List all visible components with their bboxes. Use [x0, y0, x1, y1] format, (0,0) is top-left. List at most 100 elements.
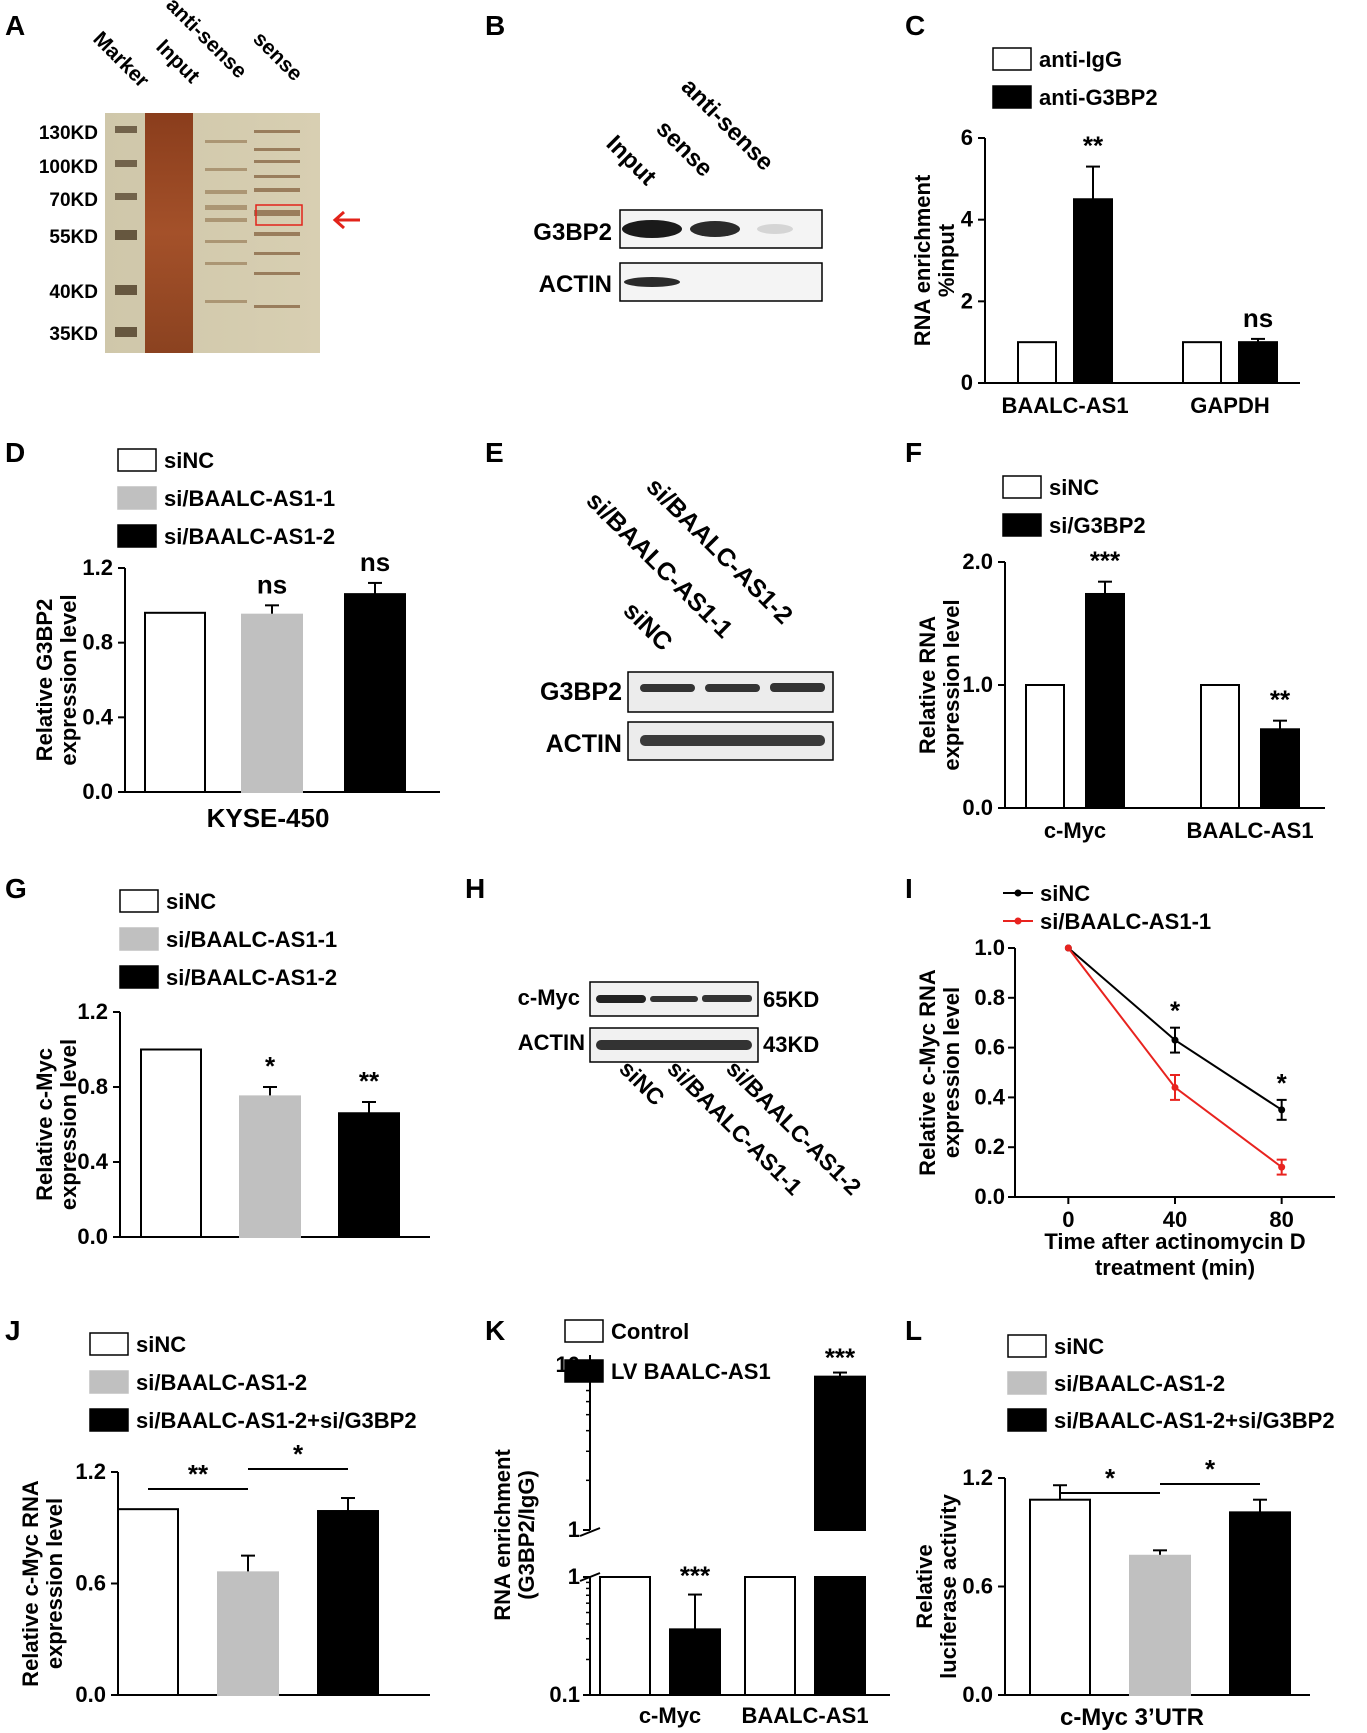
panel-a-gel: 130KD 100KD 70KD 55KD 40KD 35KD Marker I…	[39, 0, 360, 353]
size-label: 43KD	[763, 1032, 819, 1057]
x-category-label: c-Myc	[1044, 818, 1106, 843]
marker-label: 130KD	[39, 123, 98, 144]
bar	[217, 1571, 279, 1696]
significance-label: ns	[1243, 303, 1273, 333]
y-tick-label: 0.0	[962, 1682, 993, 1707]
blot-band	[650, 996, 698, 1002]
y-tick-label: 2	[961, 288, 973, 313]
y-axis-label: RNA enrichment(G3BP2/IgG)	[490, 1449, 539, 1621]
legend-swatch	[1002, 475, 1042, 499]
y-axis-label: Relative RNAexpression level	[915, 599, 964, 770]
legend-label: si/BAALC-AS1-2	[1054, 1371, 1225, 1396]
legend-label: si/BAALC-AS1-1	[166, 927, 337, 952]
y-tick-label: 0.0	[974, 1184, 1005, 1209]
x-tick-label: 0	[1062, 1207, 1074, 1232]
lane-labels: Marker Input anti-sense sense	[88, 0, 306, 92]
y-tick-label: 0.8	[82, 630, 113, 655]
x-tick-label: 40	[1163, 1207, 1187, 1232]
blot-band	[624, 277, 680, 287]
bar	[1129, 1554, 1191, 1696]
significance-label: *	[1277, 1068, 1288, 1098]
bar	[814, 1576, 866, 1696]
panel-letter-g: G	[5, 873, 27, 904]
legend-swatch	[89, 1332, 129, 1356]
legend-label: siNC	[136, 1332, 186, 1357]
y-tick-label: 1.2	[962, 1465, 993, 1490]
y-axis-label-line: luciferase activity	[936, 1493, 961, 1678]
blot-band	[770, 683, 825, 692]
bar	[1029, 1498, 1091, 1696]
x-category-label: c-Myc	[639, 1703, 701, 1728]
x-category-label: BAALC-AS1	[1186, 818, 1313, 843]
lane-labels: siNC si/BAALC-AS1-1 si/BAALC-AS1-2	[614, 1055, 866, 1200]
legend-label: siNC	[164, 448, 214, 473]
y-tick-label: 0.8	[77, 1074, 108, 1099]
blot-band	[596, 995, 646, 1003]
blot-band	[596, 1040, 752, 1050]
y-tick-label: 0.2	[974, 1134, 1005, 1159]
legend-marker	[1014, 889, 1022, 897]
bar	[1073, 198, 1113, 384]
y-tick-label: 0.6	[75, 1571, 106, 1596]
sense-lane	[254, 130, 300, 308]
blot-band	[622, 220, 682, 238]
significance-label: ***	[1090, 546, 1121, 576]
legend-swatch	[564, 1359, 604, 1383]
blot-band	[640, 735, 825, 746]
y-tick-label: 6	[961, 125, 973, 150]
y-tick-label: 0.6	[974, 1035, 1005, 1060]
y-tick-label: 1.0	[974, 935, 1005, 960]
legend-label: si/BAALC-AS1-2	[166, 965, 337, 990]
legend-swatch	[1007, 1371, 1047, 1395]
panel-e-blot: siNC si/BAALC-AS1-1 si/BAALC-AS1-2 G3BP2…	[540, 472, 834, 761]
legend-label: anti-IgG	[1039, 47, 1122, 72]
input-lane	[145, 113, 193, 353]
lane-label: sense	[248, 27, 306, 85]
legend-label: si/BAALC-AS1-1	[164, 486, 335, 511]
blot-band	[757, 224, 793, 234]
y-axis-label-line: expression level	[939, 987, 964, 1158]
y-axis-label: Relative G3BP2expression level	[32, 594, 81, 765]
bar	[241, 613, 303, 794]
data-point	[1278, 1163, 1286, 1171]
legend-swatch	[117, 524, 157, 548]
bar	[1025, 684, 1065, 809]
legend-label: LV BAALC-AS1	[611, 1359, 771, 1384]
panel-letter-d: D	[5, 437, 25, 468]
legend-swatch	[1007, 1408, 1047, 1432]
y-tick-label: 1.2	[82, 555, 113, 580]
legend-swatch	[1002, 513, 1042, 537]
y-axis-label: Relative c-Myc RNAexpression level	[18, 1480, 67, 1687]
x-category-label: BAALC-AS1	[1001, 393, 1128, 418]
y-tick-label: 0.0	[75, 1682, 106, 1707]
bar	[1200, 684, 1240, 809]
target-band-box	[255, 204, 303, 226]
x-category-label: BAALC-AS1	[741, 1703, 868, 1728]
bar	[239, 1095, 301, 1238]
lane-label: siNC	[614, 1055, 669, 1110]
red-arrow-icon	[332, 210, 360, 230]
significance-label: **	[359, 1066, 380, 1096]
chart-panel-j: 0.0 0.6 1.2 Relative c-Myc RNAexpression le…	[18, 1332, 430, 1707]
y-axis-label: Relative c-Myc RNAexpression level	[915, 969, 964, 1176]
legend-swatch	[89, 1408, 129, 1432]
y-axis-label-line: expression level	[42, 1498, 67, 1669]
y-axis-label-line: RNA enrichment	[910, 174, 935, 346]
panel-letter-c: C	[905, 10, 925, 41]
y-axis-label-line: expression level	[56, 1039, 81, 1210]
significance-label: ns	[360, 547, 390, 577]
y-tick-label: 0.0	[82, 779, 113, 804]
marker-band	[115, 230, 137, 240]
y-tick-label: 0	[961, 370, 973, 395]
significance-label: **	[1083, 131, 1104, 161]
panel-letter-a: A	[5, 10, 25, 41]
lane-label: Marker	[88, 27, 153, 92]
bar	[1085, 592, 1125, 809]
y-tick-label: 1.2	[77, 999, 108, 1024]
axis-break-mark	[579, 1527, 601, 1537]
blot-band	[640, 684, 695, 692]
series-line	[1067, 947, 1283, 1168]
